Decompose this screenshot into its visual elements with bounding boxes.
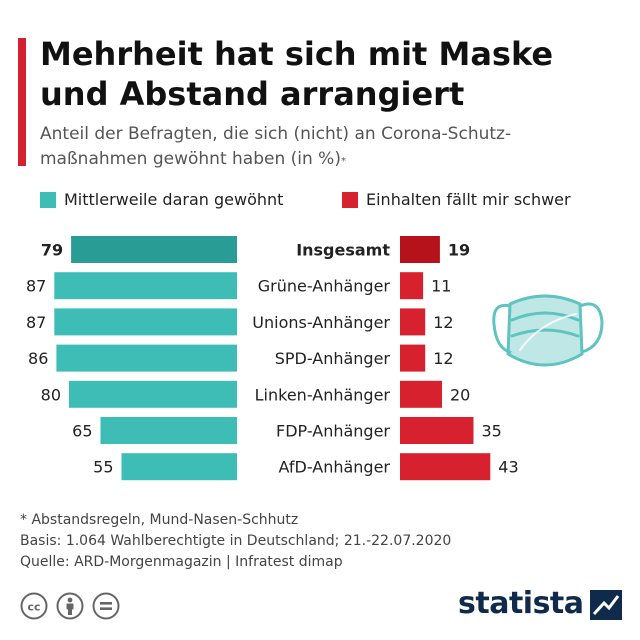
bar-gewoehnt: [121, 453, 237, 481]
chart-subtitle-line-2: maßnahmen gewöhnt haben (in %)*: [40, 147, 600, 172]
category-label: Unions-Anhänger: [252, 313, 390, 332]
bar-schwer: [400, 308, 426, 336]
bar-gewoehnt: [100, 417, 237, 444]
bar-schwer: [400, 236, 440, 263]
category-label: FDP-Anhänger: [276, 422, 390, 441]
category-label: Linken-Anhänger: [255, 385, 391, 404]
no-derivatives-icon[interactable]: [92, 592, 120, 620]
value-label-schwer: 43: [498, 458, 518, 477]
value-label-schwer: 11: [431, 277, 451, 296]
legend-swatch-teal: [40, 192, 56, 208]
value-label-gewoehnt: 55: [93, 458, 113, 477]
face-mask-icon: [492, 294, 604, 367]
title-accent-bar: [18, 38, 26, 166]
statista-logo[interactable]: statista: [458, 584, 628, 624]
bar-gewoehnt: [69, 380, 237, 408]
bar-gewoehnt: [54, 308, 237, 336]
bar-schwer: [400, 344, 426, 372]
footnote-marker: *: [340, 156, 346, 167]
value-label-schwer: 19: [448, 241, 470, 260]
chart-subtitle-line-2-text: maßnahmen gewöhnt haben (in %): [40, 149, 341, 169]
category-label: SPD-Anhänger: [275, 349, 391, 368]
footnote-definition: * Abstandsregeln, Mund-Nasen-Schhutz: [20, 512, 299, 528]
value-label-schwer: 35: [482, 422, 502, 441]
bar-gewoehnt: [54, 272, 237, 300]
value-label-gewoehnt: 87: [26, 277, 46, 296]
value-label-gewoehnt: 87: [26, 313, 46, 332]
footnote-basis: Basis: 1.064 Wahlberechtigte in Deutschl…: [20, 533, 452, 549]
chart-title: Mehrheit hat sich mit Maske und Abstand …: [40, 34, 630, 114]
chart-subtitle-line-1: Anteil der Befragten, die sich (nicht) a…: [40, 124, 512, 144]
bar-schwer: [400, 380, 442, 408]
statista-wordmark: statista: [458, 586, 584, 621]
value-label-schwer: 12: [433, 349, 453, 368]
bar-schwer: [400, 453, 491, 481]
footnotes: * Abstandsregeln, Mund-Nasen-Schhutz Bas…: [20, 510, 451, 573]
category-label: Insgesamt: [296, 241, 390, 260]
chart-bars: 79 Insgesamt 19 87 Grüne-Anhänger 11 87 Unions-…: [26, 236, 519, 481]
value-label-schwer: 20: [450, 385, 470, 404]
value-label-schwer: 12: [433, 313, 453, 332]
bar-gewoehnt: [71, 236, 237, 263]
bar-gewoehnt: [56, 344, 238, 372]
value-label-gewoehnt: 80: [41, 385, 61, 404]
bar-schwer: [400, 417, 474, 444]
svg-text:cc: cc: [27, 601, 40, 614]
legend-label-schwer: Einhalten fällt mir schwer: [366, 190, 571, 209]
chart-title-line-1: Mehrheit hat sich mit Maske: [40, 35, 554, 73]
attribution-icon[interactable]: [56, 592, 84, 620]
value-label-gewoehnt: 65: [72, 422, 92, 441]
value-label-gewoehnt: 86: [28, 349, 48, 368]
category-label: Grüne-Anhänger: [258, 277, 391, 296]
value-label-gewoehnt: 79: [41, 241, 63, 260]
legend-swatch-red: [342, 192, 358, 208]
chart-subtitle: Anteil der Befragten, die sich (nicht) a…: [40, 122, 600, 172]
cc-icon[interactable]: cc: [20, 592, 48, 620]
statista-logo-icon: [590, 590, 622, 620]
chart-title-line-2: und Abstand arrangiert: [40, 75, 465, 113]
category-label: AfD-Anhänger: [279, 458, 391, 477]
bar-schwer: [400, 272, 424, 300]
footnote-source: Quelle: ARD-Morgenmagazin | Infratest di…: [20, 554, 343, 570]
legend-label-gewoehnt: Mittlerweile daran gewöhnt: [64, 190, 284, 209]
